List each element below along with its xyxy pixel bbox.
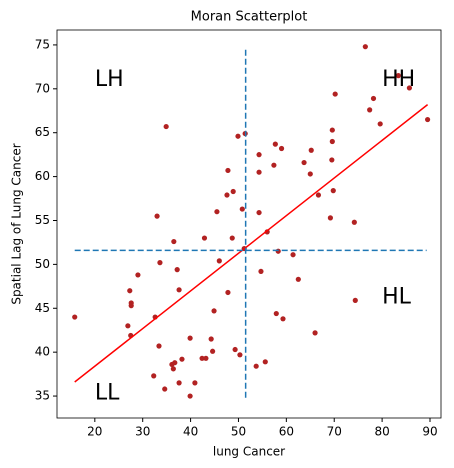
point	[201, 235, 208, 241]
point	[262, 359, 268, 365]
y-tick-label: 75	[35, 37, 50, 51]
point	[330, 188, 336, 194]
point	[301, 159, 307, 166]
point	[151, 373, 157, 379]
point	[171, 238, 177, 245]
quadrant-label: LL	[95, 380, 120, 405]
point	[163, 123, 169, 130]
point	[208, 336, 214, 342]
point	[351, 219, 357, 225]
point	[210, 348, 216, 354]
y-tick-label: 70	[35, 81, 50, 95]
fit-line	[74, 104, 429, 383]
quadrant-label: LH	[95, 67, 124, 92]
point	[169, 361, 175, 368]
point	[370, 95, 377, 102]
point	[176, 287, 182, 293]
point	[235, 133, 241, 139]
point	[312, 330, 318, 336]
point	[395, 73, 401, 79]
point	[72, 314, 78, 320]
point	[258, 268, 264, 275]
plot-frame	[56, 29, 442, 419]
point	[295, 276, 301, 282]
point	[187, 335, 193, 341]
x-tick-label: 30	[135, 425, 150, 439]
point	[253, 363, 259, 369]
point	[156, 343, 162, 349]
y-tick-label: 50	[35, 257, 50, 271]
point	[229, 235, 235, 241]
y-tick-label: 35	[35, 389, 50, 403]
point	[272, 141, 278, 147]
y-tick-label: 65	[35, 125, 50, 139]
point	[127, 288, 133, 294]
point	[192, 380, 198, 386]
x-tick-label: 20	[87, 425, 102, 439]
x-tick-label: 90	[422, 425, 437, 439]
point	[377, 121, 383, 127]
point	[315, 192, 322, 198]
point	[271, 162, 277, 168]
quadrant-label: HH	[382, 67, 415, 92]
point	[162, 386, 168, 392]
point	[278, 145, 285, 152]
y-tick-label: 40	[35, 345, 50, 359]
point	[352, 297, 358, 303]
point	[232, 346, 238, 353]
point	[327, 215, 333, 221]
point	[211, 308, 217, 314]
x-tick-label: 40	[183, 425, 198, 439]
y-tick-label: 55	[35, 213, 50, 227]
x-tick-label: 80	[374, 425, 389, 439]
point	[135, 272, 141, 278]
y-axis-label: Spatial Lag of Lung Cancer	[10, 143, 24, 304]
point	[174, 267, 180, 273]
point	[332, 91, 338, 97]
quadrant-label: HL	[382, 285, 412, 310]
point	[199, 355, 205, 361]
point	[256, 169, 262, 175]
point	[179, 356, 185, 362]
point	[329, 138, 335, 145]
y-tick-label: 60	[35, 169, 50, 183]
point	[329, 157, 335, 163]
point	[329, 127, 335, 133]
point	[203, 355, 209, 361]
point	[128, 303, 134, 309]
point	[157, 260, 163, 266]
point	[225, 289, 231, 296]
point	[424, 116, 431, 123]
x-axis-label: lung Cancer	[213, 445, 285, 459]
chart-title: Moran Scatterplot	[191, 10, 308, 25]
x-tick-label: 50	[231, 425, 246, 439]
point	[239, 206, 245, 212]
point	[307, 171, 313, 177]
point	[273, 310, 279, 317]
point	[362, 44, 368, 50]
point	[280, 316, 286, 322]
point	[170, 366, 176, 372]
point	[176, 380, 182, 386]
point	[225, 167, 231, 174]
point	[406, 85, 412, 91]
point	[125, 323, 131, 329]
point	[367, 107, 373, 113]
point	[275, 248, 281, 254]
point	[230, 188, 236, 195]
point	[187, 393, 193, 399]
point	[308, 147, 314, 153]
point	[290, 252, 296, 258]
point	[256, 152, 262, 158]
point	[224, 192, 230, 198]
point	[237, 352, 243, 358]
point	[154, 213, 160, 219]
point	[214, 209, 220, 215]
x-tick-label: 70	[327, 425, 342, 439]
x-tick-label: 60	[279, 425, 294, 439]
y-tick-label: 45	[35, 301, 50, 315]
point	[256, 209, 262, 216]
point	[216, 258, 222, 264]
